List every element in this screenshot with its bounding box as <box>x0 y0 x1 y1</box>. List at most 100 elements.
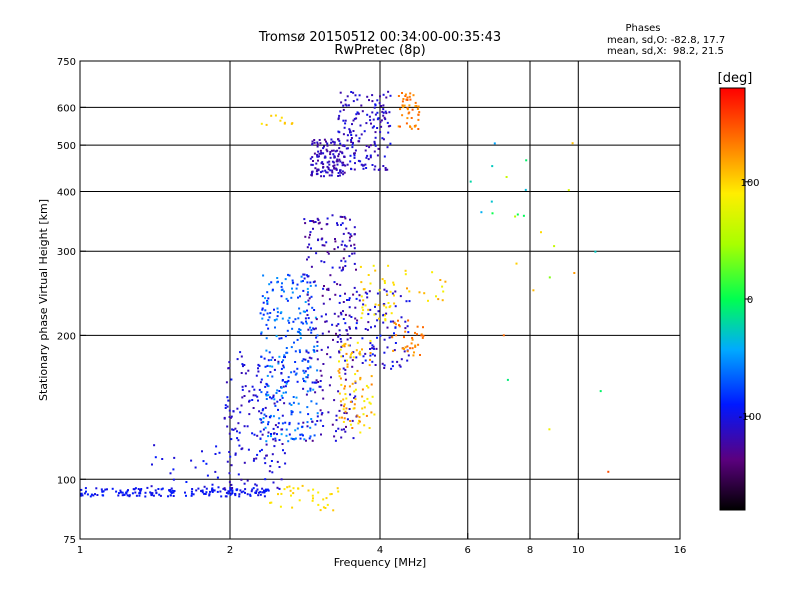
echo-point <box>387 264 390 267</box>
echo-point <box>291 279 294 282</box>
echo-point <box>290 437 293 440</box>
echo-point <box>300 275 303 278</box>
echo-point <box>345 412 348 415</box>
echo-point <box>416 333 418 336</box>
echo-point <box>414 344 417 347</box>
echo-point <box>338 416 341 419</box>
echo-point <box>248 413 251 416</box>
echo-point <box>350 91 353 93</box>
echo-point <box>238 431 241 434</box>
echo-point <box>319 380 322 382</box>
echo-point <box>265 323 268 326</box>
echo-point <box>408 104 411 107</box>
echo-point <box>287 440 290 443</box>
echo-point <box>374 131 377 134</box>
echo-point <box>333 143 336 146</box>
echo-point <box>266 374 269 377</box>
echo-point <box>342 232 345 235</box>
echo-point <box>320 162 323 165</box>
echo-point <box>131 492 134 495</box>
echo-point <box>298 499 301 502</box>
echo-point <box>280 116 283 119</box>
echo-point <box>265 489 268 492</box>
echo-point <box>140 488 143 490</box>
echo-point <box>376 154 379 157</box>
echo-point <box>404 95 407 97</box>
echo-point <box>212 489 215 492</box>
echo-point <box>326 503 329 506</box>
echo-point <box>126 494 129 497</box>
echo-point <box>350 353 352 356</box>
echo-point <box>216 476 219 479</box>
echo-point <box>410 342 413 345</box>
echo-point <box>306 314 309 316</box>
echo-point <box>316 340 319 343</box>
echo-point <box>362 167 365 170</box>
echo-point <box>312 160 314 162</box>
echo-point <box>373 347 375 350</box>
echo-point <box>366 292 369 295</box>
echo-point <box>402 98 405 100</box>
echo-point <box>306 425 309 428</box>
echo-point <box>280 372 283 374</box>
echo-point <box>297 402 300 405</box>
echo-point <box>302 358 305 361</box>
echo-point <box>310 295 313 298</box>
echo-point <box>349 218 351 221</box>
echo-point <box>369 354 372 357</box>
echo-point <box>336 487 339 490</box>
echo-point <box>323 244 326 247</box>
echo-point <box>303 273 306 276</box>
echo-point <box>311 140 314 143</box>
echo-point <box>331 140 334 143</box>
echo-point <box>281 282 283 285</box>
echo-point <box>343 126 346 129</box>
echo-point <box>325 140 327 143</box>
echo-point <box>232 410 235 413</box>
echo-point <box>319 509 322 512</box>
echo-point <box>317 503 320 506</box>
echo-point <box>273 445 276 448</box>
echo-point <box>150 492 153 495</box>
echo-point <box>311 142 314 145</box>
echo-point <box>326 144 329 147</box>
echo-point <box>414 331 416 334</box>
echo-point <box>203 492 206 495</box>
echo-point <box>351 143 354 146</box>
echo-point <box>361 362 364 364</box>
echo-point <box>344 313 347 316</box>
echo-point <box>345 425 347 428</box>
echo-point <box>241 447 244 450</box>
echo-point <box>238 444 241 447</box>
echo-point <box>337 323 340 326</box>
echo-point <box>350 316 353 318</box>
echo-point <box>273 368 276 371</box>
echo-point <box>257 491 260 494</box>
echo-point <box>340 101 343 104</box>
echo-point <box>469 180 472 183</box>
x-tick-label: 10 <box>572 545 585 556</box>
echo-point <box>382 313 385 316</box>
echo-point <box>412 354 415 357</box>
echo-point <box>320 315 323 318</box>
echo-point <box>279 505 282 508</box>
echo-point <box>397 125 400 128</box>
echo-point <box>371 395 374 398</box>
chart-subtitle: RwPretec (8p) <box>334 43 425 58</box>
echo-point <box>285 391 287 394</box>
echo-point <box>224 407 227 409</box>
echo-point <box>395 334 398 337</box>
echo-point <box>337 246 339 249</box>
echo-point <box>255 457 258 460</box>
echo-point <box>383 303 386 306</box>
echo-point <box>261 317 264 320</box>
echo-point <box>313 139 316 141</box>
colorbar-tick-label: -100 <box>739 412 762 423</box>
echo-point <box>253 388 256 391</box>
echo-point <box>268 283 271 286</box>
echo-point <box>228 481 231 484</box>
echo-point <box>359 350 361 353</box>
echo-point <box>349 160 352 163</box>
echo-point <box>292 281 295 284</box>
echo-point <box>311 439 314 442</box>
